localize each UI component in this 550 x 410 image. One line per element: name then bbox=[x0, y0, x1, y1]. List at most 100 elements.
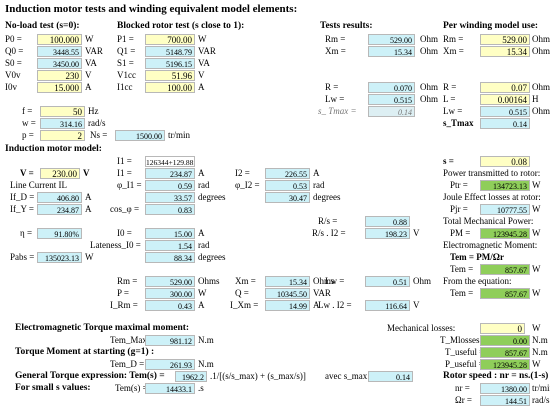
value-cell: 123945.28 bbox=[480, 359, 530, 370]
label: V1cc bbox=[117, 70, 136, 80]
value-cell: 700.00 bbox=[145, 34, 195, 45]
heading: Tests results: bbox=[320, 21, 373, 31]
unit: W bbox=[532, 228, 541, 238]
value-cell: 0.59 bbox=[145, 180, 195, 191]
unit: Hz bbox=[88, 106, 99, 116]
label: R = bbox=[443, 82, 457, 92]
label: I2 = bbox=[235, 168, 250, 178]
unit: rad bbox=[313, 180, 325, 190]
label: Ns = bbox=[90, 130, 108, 140]
value-cell: 198.23 bbox=[365, 228, 410, 239]
value-cell: 1500.00 bbox=[115, 130, 165, 141]
unit: W bbox=[198, 288, 207, 298]
unit: tr/min bbox=[532, 383, 550, 393]
label: Tem_D = bbox=[110, 359, 145, 369]
value-cell: 88.34 bbox=[145, 252, 195, 263]
unit: tr/min bbox=[168, 130, 190, 140]
unit: A bbox=[198, 82, 205, 92]
value-cell: 0.515 bbox=[480, 106, 530, 117]
label: Tem = bbox=[450, 264, 474, 274]
label: Tem(s) = bbox=[115, 383, 148, 393]
value-cell: 0.00 bbox=[480, 335, 530, 346]
label: avec s_max = bbox=[325, 371, 375, 381]
value-cell: 3450.00 bbox=[37, 58, 82, 69]
heading: Rotor speed : nr = ns.(1-s) bbox=[443, 371, 549, 381]
label: Rm = bbox=[325, 34, 346, 44]
label: Joule Effect losses at rotor: bbox=[443, 192, 541, 202]
value-cell: 2 bbox=[40, 130, 85, 141]
value-cell: 234.87 bbox=[37, 204, 82, 215]
unit: Ohm bbox=[420, 34, 438, 44]
unit: Ohm bbox=[532, 106, 550, 116]
unit: VA bbox=[198, 58, 210, 68]
label: V bbox=[83, 168, 90, 178]
heading: Blocked rotor test (s close to 1): bbox=[117, 21, 245, 31]
unit: V bbox=[413, 300, 420, 310]
unit: Ohm bbox=[420, 82, 438, 92]
unit: A bbox=[198, 168, 205, 178]
unit: A bbox=[85, 192, 92, 202]
unit: Ohms bbox=[313, 276, 335, 286]
label: Q0 = bbox=[5, 46, 24, 56]
label: Electromagnetic Moment: bbox=[443, 240, 538, 250]
label: T_useful = bbox=[445, 347, 485, 357]
value-cell: 51.96 bbox=[145, 70, 195, 81]
label: I_Xm = bbox=[230, 300, 259, 310]
value-cell: 0.515 bbox=[368, 94, 415, 105]
label: Tem_Max = bbox=[110, 335, 155, 345]
label: S1 = bbox=[117, 58, 134, 68]
unit: W bbox=[198, 34, 207, 44]
page-title: Induction motor tests and winding equiva… bbox=[5, 3, 298, 15]
label: cos_φ = bbox=[110, 204, 140, 214]
value-cell: 5148.79 bbox=[145, 46, 195, 57]
label: p = bbox=[22, 130, 34, 140]
value-cell: 234.87 bbox=[145, 168, 195, 179]
unit: V bbox=[413, 228, 420, 238]
label: V = bbox=[20, 168, 34, 178]
label: Lateness_I0 = bbox=[90, 240, 141, 250]
heading: General Torque expression: Tem(s) = bbox=[15, 371, 165, 381]
label: Line Current IL bbox=[10, 180, 67, 190]
value-cell: 261.93 bbox=[145, 359, 195, 370]
value-cell: 0.88 bbox=[365, 216, 410, 227]
unit: N.m bbox=[532, 335, 548, 345]
value-cell: 15.34 bbox=[480, 46, 530, 57]
unit: W bbox=[532, 323, 541, 333]
value-cell: 1.54 bbox=[145, 240, 195, 251]
value-cell: 100.00 bbox=[145, 82, 195, 93]
value-cell: 15.000 bbox=[37, 82, 82, 93]
value-cell: 0.00164 bbox=[480, 94, 530, 105]
label: η = bbox=[20, 228, 33, 238]
label: Rm = bbox=[117, 276, 138, 286]
label: I0 = bbox=[117, 228, 132, 238]
label: Mechanical losses: bbox=[387, 323, 456, 333]
unit: A bbox=[313, 300, 320, 310]
label: S0 = bbox=[5, 58, 22, 68]
unit: A bbox=[85, 82, 92, 92]
unit: A bbox=[198, 300, 205, 310]
value-cell: 3448.55 bbox=[37, 46, 82, 57]
label: PM = bbox=[450, 228, 471, 238]
label: φ_I1 = bbox=[117, 180, 142, 190]
unit: W bbox=[85, 34, 94, 44]
unit: VAR bbox=[198, 46, 216, 56]
unit: W bbox=[532, 288, 541, 298]
label: Pjr = bbox=[450, 204, 468, 214]
label: Lw = bbox=[443, 106, 463, 116]
unit: A bbox=[85, 204, 92, 214]
value-cell: 230.00 bbox=[40, 168, 80, 179]
heading: No-load test (s=0): bbox=[5, 21, 80, 31]
value-cell: 1962.2 bbox=[175, 371, 207, 382]
value-cell: 0.14 bbox=[368, 106, 415, 117]
label: Power transmitted to rotor: bbox=[443, 168, 541, 178]
label: s_ Tmax = bbox=[318, 106, 357, 116]
value-cell: 981.12 bbox=[145, 335, 195, 346]
label: If_Y = bbox=[10, 204, 34, 214]
label: Ωr = bbox=[455, 395, 473, 405]
value-cell: 529.00 bbox=[480, 34, 530, 45]
unit: Ohm bbox=[413, 276, 431, 286]
heading: Per winding model use: bbox=[443, 21, 539, 31]
label: If_D = bbox=[10, 192, 35, 202]
label: Lw = bbox=[325, 276, 345, 286]
unit: .s bbox=[198, 383, 204, 393]
